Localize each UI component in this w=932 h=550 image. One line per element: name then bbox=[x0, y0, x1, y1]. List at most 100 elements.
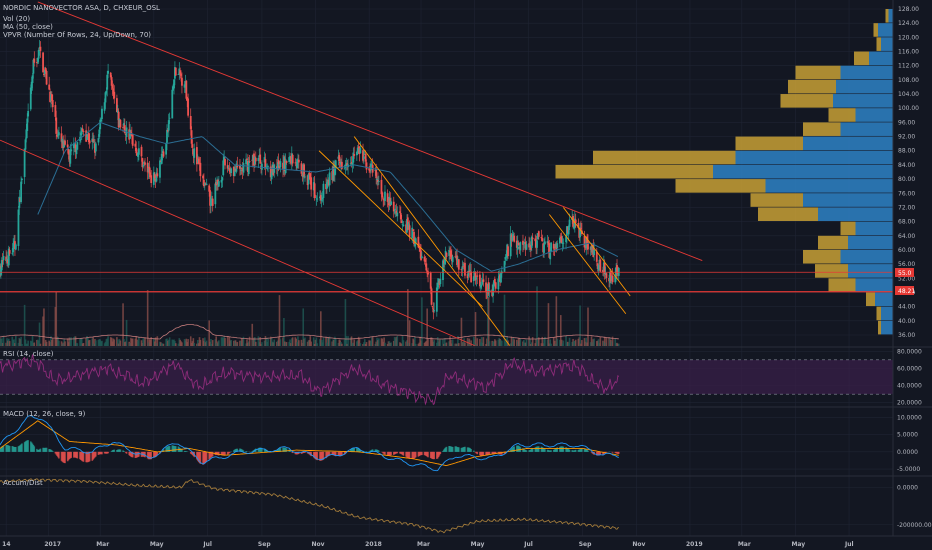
volume-bar bbox=[319, 339, 321, 346]
volume-bar bbox=[555, 296, 558, 346]
volume-bar bbox=[265, 337, 268, 346]
candle-body bbox=[493, 278, 496, 283]
red-channel-lower[interactable] bbox=[0, 139, 475, 347]
accum-legend[interactable]: Accum/Dist bbox=[3, 479, 43, 487]
macd-histogram-bar bbox=[205, 451, 208, 462]
volume-bar bbox=[591, 342, 594, 346]
macd-histogram-bar bbox=[566, 447, 568, 452]
indicator-tick-label: -5.0000 bbox=[897, 466, 920, 473]
volume-bar bbox=[217, 341, 219, 346]
macd-histogram-bar bbox=[476, 451, 479, 455]
candle-body bbox=[141, 158, 144, 168]
macd-histogram-bar bbox=[320, 451, 322, 461]
volume-bar bbox=[172, 340, 174, 346]
volume-bar bbox=[11, 336, 14, 346]
macd-histogram-bar bbox=[425, 451, 428, 456]
candle-body bbox=[181, 77, 183, 86]
macd-histogram-bar bbox=[530, 449, 532, 452]
vpvr-legend[interactable]: VPVR (Number Of Rows, 24, Up/Down, 70) bbox=[3, 31, 151, 39]
macd-histogram-bar bbox=[39, 448, 42, 452]
macd-histogram-bar bbox=[407, 451, 409, 459]
candle-body bbox=[72, 143, 75, 149]
vpvr-down-bar bbox=[876, 37, 881, 51]
macd-histogram-bar bbox=[319, 451, 321, 461]
macd-histogram-bar bbox=[69, 451, 72, 459]
orange-channel-2a[interactable] bbox=[563, 207, 631, 297]
volume-bar bbox=[271, 341, 274, 346]
volume-bar bbox=[349, 337, 352, 346]
candle-body bbox=[519, 242, 522, 251]
volume-bar bbox=[365, 342, 368, 346]
macd-histogram-bar bbox=[183, 450, 186, 452]
volume-bar bbox=[216, 343, 218, 346]
vpvr-down-bar bbox=[735, 136, 803, 151]
candle-body bbox=[134, 143, 137, 147]
macd-histogram-bar bbox=[369, 450, 371, 452]
candle-body bbox=[436, 282, 439, 288]
volume-bar bbox=[316, 343, 319, 346]
volume-bar bbox=[393, 337, 396, 346]
rsi-legend[interactable]: RSI (14, close) bbox=[3, 350, 54, 358]
macd-histogram-bar bbox=[479, 451, 481, 456]
volume-bar bbox=[412, 338, 414, 346]
volume-bar bbox=[174, 340, 176, 346]
volume-bar bbox=[291, 337, 294, 346]
price-tick-label: 120.00 bbox=[898, 34, 919, 41]
ma50-line bbox=[37, 122, 619, 272]
candle-body bbox=[439, 278, 442, 285]
candle-body bbox=[579, 227, 581, 238]
candle-body bbox=[152, 172, 155, 185]
macd-histogram-bar bbox=[326, 451, 328, 458]
volume-bar bbox=[92, 337, 94, 346]
volume-bar bbox=[578, 337, 581, 346]
volume-bar bbox=[306, 341, 309, 346]
macd-histogram-bar bbox=[474, 451, 477, 453]
candle-body bbox=[166, 130, 169, 132]
candle-body bbox=[168, 117, 171, 119]
candle-body bbox=[461, 266, 464, 270]
candle-body bbox=[359, 148, 362, 154]
orange-channel-1a[interactable] bbox=[318, 150, 483, 307]
volume-bar bbox=[44, 339, 47, 346]
red-channel-upper[interactable] bbox=[37, 1, 703, 262]
vpvr-up-bar bbox=[881, 306, 893, 321]
volume-bar bbox=[297, 336, 299, 346]
candle-body bbox=[222, 160, 225, 176]
macd-histogram-bar bbox=[265, 449, 268, 452]
candle-body bbox=[43, 70, 46, 74]
candle-body bbox=[0, 260, 3, 271]
volume-bar bbox=[559, 315, 562, 346]
main-title[interactable]: NORDIC NANOVECTOR ASA, D, CHXEUR_OSL bbox=[3, 4, 160, 12]
macd-histogram-bar bbox=[470, 449, 472, 452]
macd-histogram-bar bbox=[479, 451, 482, 456]
macd-histogram-bar bbox=[571, 450, 573, 452]
candle-body bbox=[488, 289, 491, 292]
macd-histogram-bar bbox=[525, 450, 528, 452]
vpvr-up-bar bbox=[869, 51, 893, 66]
vol-legend[interactable]: Vol (20) bbox=[3, 15, 30, 23]
volume-bar bbox=[522, 341, 524, 346]
orange-channel-1b[interactable] bbox=[353, 136, 511, 346]
macd-histogram-bar bbox=[390, 451, 392, 456]
vpvr-up-bar bbox=[840, 65, 893, 80]
volume-bar bbox=[51, 338, 54, 346]
ma-legend[interactable]: MA (50, close) bbox=[3, 23, 53, 31]
macd-histogram-bar bbox=[451, 446, 454, 452]
macd-legend[interactable]: MACD (12, 26, close, 9) bbox=[3, 410, 86, 418]
volume-bar bbox=[556, 338, 559, 346]
volume-bar bbox=[203, 341, 205, 346]
vpvr-down-bar bbox=[555, 164, 713, 179]
macd-histogram-bar bbox=[82, 451, 85, 462]
candle-body bbox=[156, 173, 159, 177]
volume-bar bbox=[196, 339, 199, 346]
macd-histogram-bar bbox=[454, 446, 457, 452]
volume-bar bbox=[524, 342, 527, 346]
macd-histogram-bar bbox=[67, 451, 70, 461]
candle-body bbox=[396, 212, 399, 217]
orange-channel-2b[interactable] bbox=[548, 214, 627, 315]
price-tick-label: 116.00 bbox=[898, 49, 919, 56]
macd-histogram-bar bbox=[400, 451, 403, 455]
volume-bar bbox=[1, 343, 4, 346]
price-tick-label: 88.00 bbox=[898, 148, 915, 155]
macd-histogram-bar bbox=[469, 448, 472, 452]
